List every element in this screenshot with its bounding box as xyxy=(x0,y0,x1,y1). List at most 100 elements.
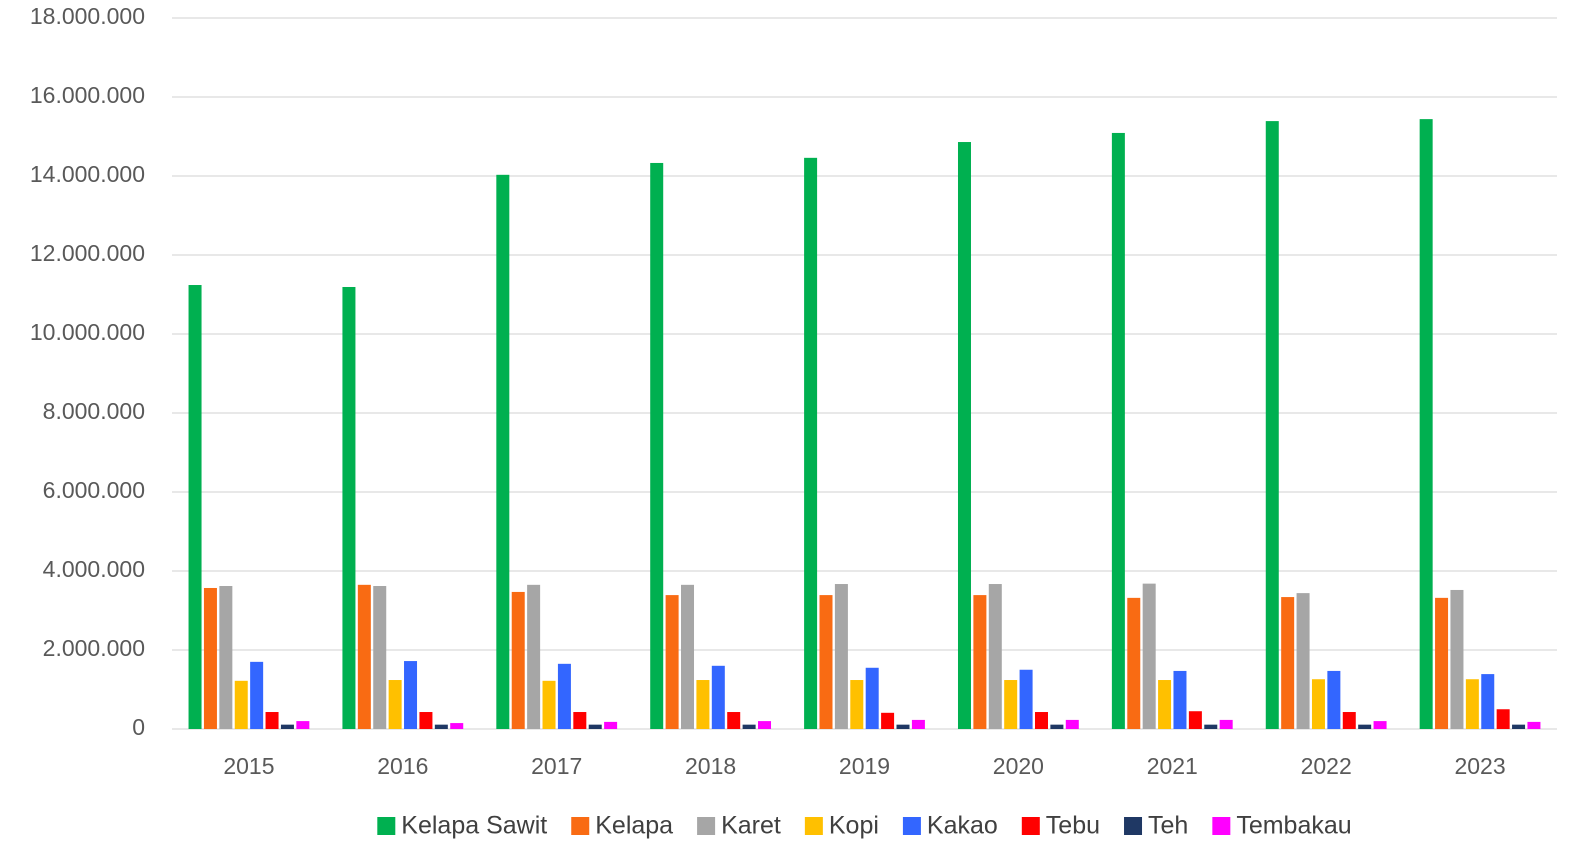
bar xyxy=(573,712,587,729)
bar xyxy=(1065,719,1079,729)
bar xyxy=(973,595,987,729)
bar xyxy=(1327,670,1341,729)
bar xyxy=(388,680,402,729)
bar xyxy=(957,142,971,729)
bar xyxy=(1111,132,1125,729)
bar xyxy=(1034,712,1048,729)
bar xyxy=(804,157,818,729)
bar xyxy=(650,162,664,730)
y-tick-label: 0 xyxy=(132,714,145,740)
x-tick-label: 2017 xyxy=(531,753,582,779)
bar xyxy=(1481,674,1495,729)
bar xyxy=(1358,724,1372,729)
bar xyxy=(265,712,279,729)
bar xyxy=(911,719,925,729)
bar xyxy=(665,595,679,729)
bar xyxy=(250,661,264,729)
bar xyxy=(1512,724,1526,729)
bar xyxy=(681,584,695,729)
bar xyxy=(280,724,294,729)
bar xyxy=(834,584,848,729)
bar xyxy=(988,584,1002,729)
legend-swatch xyxy=(571,817,590,835)
bar xyxy=(188,285,202,729)
bar xyxy=(604,721,618,729)
x-tick-label: 2023 xyxy=(1454,753,1505,779)
x-tick-label: 2016 xyxy=(377,753,428,779)
legend-swatch xyxy=(902,817,921,835)
y-tick-label: 14.000.000 xyxy=(30,161,145,187)
bar xyxy=(1311,679,1325,729)
bar xyxy=(342,286,356,729)
bar xyxy=(896,724,910,729)
bar xyxy=(1281,597,1295,729)
bar xyxy=(1419,119,1433,730)
y-tick-label: 8.000.000 xyxy=(43,398,145,424)
bar xyxy=(881,712,895,729)
bar xyxy=(557,663,571,729)
legend-swatch xyxy=(804,817,823,835)
bar xyxy=(219,586,233,729)
bar xyxy=(1435,597,1449,729)
bar xyxy=(1004,680,1018,729)
bar xyxy=(865,667,879,729)
bar xyxy=(1219,719,1233,729)
y-tick-label: 18.000.000 xyxy=(30,3,145,29)
bar xyxy=(727,712,741,729)
bar xyxy=(1373,721,1387,729)
y-tick-label: 10.000.000 xyxy=(30,319,145,345)
legend-swatch xyxy=(377,817,396,835)
bar xyxy=(1265,121,1279,730)
bar xyxy=(850,680,864,729)
legend-label: Teh xyxy=(1148,812,1188,840)
legend-swatch xyxy=(1124,817,1143,835)
bar xyxy=(1127,597,1141,729)
bar xyxy=(1465,679,1479,729)
bar xyxy=(373,586,387,729)
bar xyxy=(696,680,710,729)
legend-label: Kakao xyxy=(927,812,998,840)
legend-label: Karet xyxy=(721,812,781,840)
legend-label: Kelapa xyxy=(595,812,673,840)
legend-swatch xyxy=(697,817,716,835)
bar xyxy=(1204,724,1218,729)
legend-swatch xyxy=(1021,817,1040,835)
legend-label: Kopi xyxy=(829,812,879,840)
bar xyxy=(1527,721,1541,729)
x-tick-label: 2021 xyxy=(1147,753,1198,779)
bar xyxy=(296,721,310,729)
y-tick-label: 12.000.000 xyxy=(30,240,145,266)
x-tick-label: 2020 xyxy=(993,753,1044,779)
bar xyxy=(1296,593,1310,729)
bar xyxy=(450,723,464,729)
legend-label: Tebu xyxy=(1046,812,1100,840)
legend-label: Kelapa Sawit xyxy=(401,812,547,840)
bar xyxy=(819,595,833,729)
bar xyxy=(1450,589,1464,729)
y-tick-label: 16.000.000 xyxy=(30,82,145,108)
bar xyxy=(1019,669,1033,729)
bar xyxy=(588,724,602,729)
x-tick-label: 2015 xyxy=(223,753,274,779)
bar xyxy=(1158,680,1172,729)
x-tick-label: 2018 xyxy=(685,753,736,779)
y-tick-label: 4.000.000 xyxy=(43,556,145,582)
legend-label: Tembakau xyxy=(1236,812,1351,840)
bar xyxy=(404,661,418,729)
bar xyxy=(1496,709,1510,729)
bar xyxy=(742,724,756,729)
y-tick-label: 6.000.000 xyxy=(43,477,145,503)
bar xyxy=(511,591,525,729)
x-tick-label: 2019 xyxy=(839,753,890,779)
y-tick-label: 2.000.000 xyxy=(43,635,145,661)
bar xyxy=(496,174,510,729)
bar xyxy=(203,587,217,729)
bar xyxy=(1173,670,1187,729)
bar xyxy=(1188,711,1202,729)
bar xyxy=(234,680,248,729)
bar xyxy=(758,721,772,729)
legend-swatch xyxy=(1212,817,1231,835)
x-tick-label: 2022 xyxy=(1301,753,1352,779)
bar xyxy=(357,584,371,729)
